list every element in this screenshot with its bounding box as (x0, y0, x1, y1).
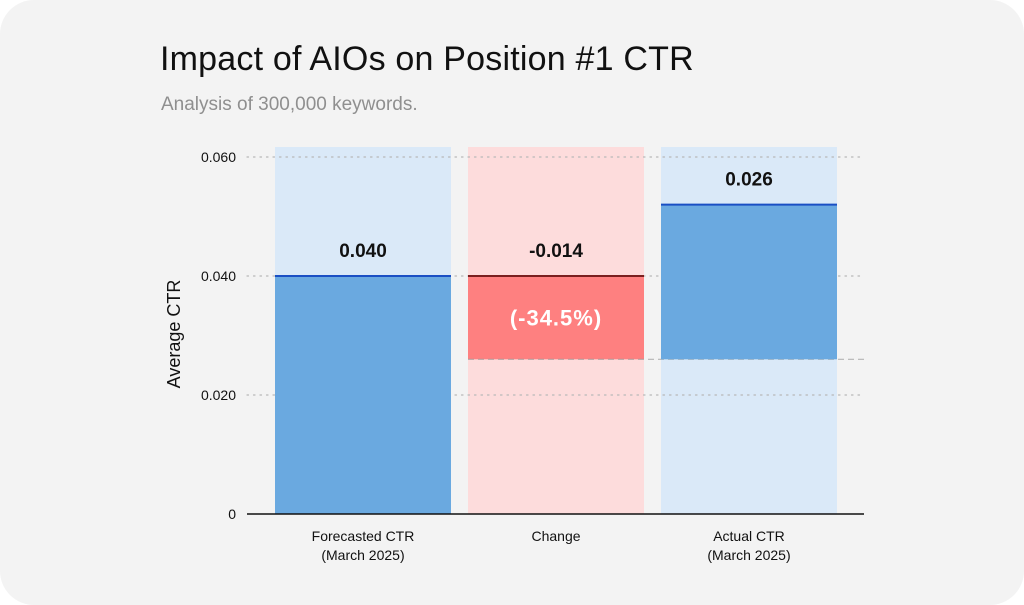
bar-value-label: 0.026 (725, 170, 773, 191)
x-category-label: Forecasted CTR (March 2025) (312, 528, 415, 563)
x-category-label-line: Change (531, 528, 580, 544)
chart-subtitle: Analysis of 300,000 keywords. (161, 94, 418, 115)
x-category-label-line: (March 2025) (707, 547, 790, 563)
y-tick-label: 0.020 (201, 387, 236, 403)
x-category-label: Actual CTR (March 2025) (707, 528, 790, 563)
x-category-label-line: (March 2025) (321, 547, 404, 563)
chart-title: Impact of AIOs on Position #1 CTR (160, 40, 694, 78)
y-tick-label: 0.060 (201, 149, 236, 165)
y-tick-label: 0.040 (201, 268, 236, 284)
bar-forecasted-ctr (275, 276, 451, 514)
y-tick-label: 0 (228, 506, 236, 522)
x-category-label: Change (531, 528, 580, 544)
y-axis-label: Average CTR (164, 280, 184, 389)
bar-actual-ctr (661, 204, 837, 360)
bar-change (468, 276, 644, 360)
x-category-label-line: Actual CTR (713, 528, 785, 544)
x-category-label-line: Forecasted CTR (312, 528, 415, 544)
bar-value-label: -0.014 (529, 241, 583, 262)
bar-value-label: 0.040 (339, 241, 387, 262)
change-percent-label: (-34.5%) (510, 306, 602, 331)
